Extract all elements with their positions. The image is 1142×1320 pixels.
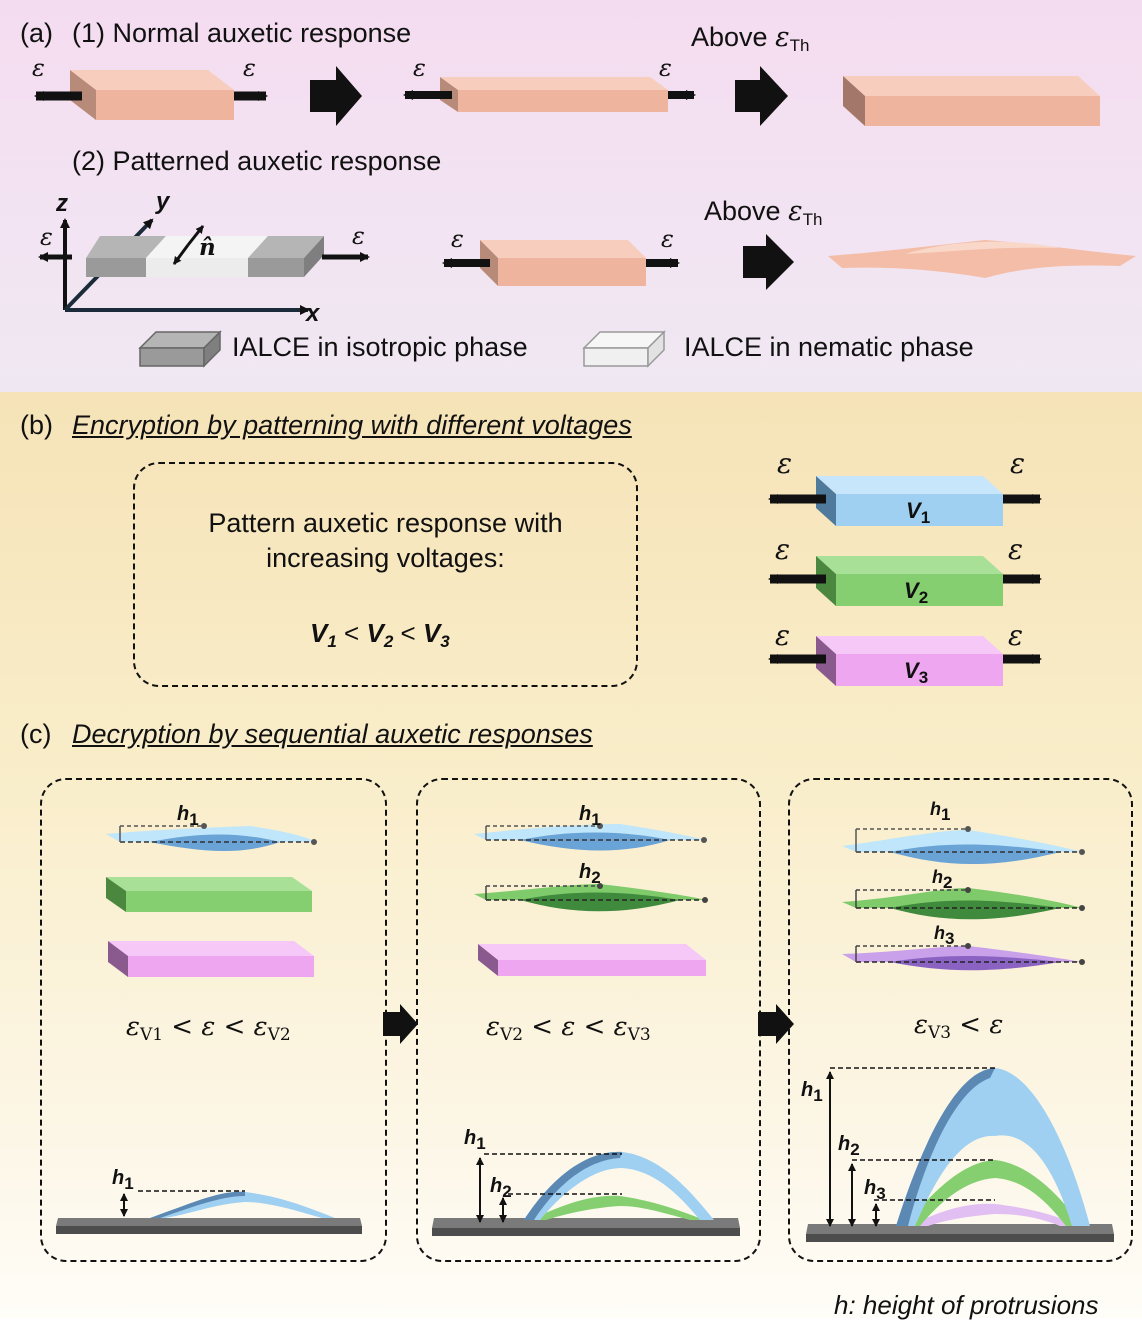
director-arrow-down [172, 244, 190, 265]
encryption-line-2: increasing voltages: [266, 543, 505, 573]
panel-c-title: Decryption by sequential auxetic respons… [72, 719, 593, 749]
footnote: h: height of protrusions [834, 1290, 1099, 1320]
above-threshold-1: Above εTh [691, 22, 810, 55]
stage1-protrusion [120, 1190, 335, 1218]
stage3-strip-green [842, 887, 1085, 920]
voltage-label-1: V1 [906, 498, 931, 527]
director-arrow-up [186, 225, 205, 246]
stage3-substrate [806, 1224, 1114, 1242]
stage3-inequality: εV3 < ε [914, 1010, 1004, 1043]
encryption-box [133, 462, 638, 687]
row2-title: (2) Patterned auxetic response [72, 146, 442, 176]
panel-a [0, 0, 1142, 392]
h2-label: h2 [579, 861, 601, 887]
h2-label: h2 [490, 1175, 512, 1201]
legend-nematic-label: IALCE in nematic phase [684, 332, 974, 362]
h1-label: h1 [579, 803, 601, 829]
stage1-slab-pink [108, 941, 314, 977]
voltage-label-2: V2 [904, 578, 929, 607]
slab-normal-1 [70, 70, 234, 120]
y-axis-label: y [156, 188, 170, 215]
h1-label: h1 [930, 799, 951, 824]
strain-label: ε [1010, 447, 1026, 480]
legend-isotropic-cube [138, 330, 222, 368]
z-axis-label: z [56, 190, 68, 217]
process-arrow-2 [735, 66, 788, 126]
slab-normal-3 [843, 76, 1100, 126]
voltage-inequality: V1 < V2 < V3 [310, 618, 450, 651]
stage-box-2 [416, 778, 761, 1262]
slab-patterned-wavy [828, 240, 1136, 278]
encryption-line-1: Pattern auxetic response with [208, 508, 563, 538]
slab-patterned-2 [480, 240, 646, 286]
stage2-inequality: εV2 < ε < εV3 [486, 1012, 651, 1045]
x-axis-label: x [306, 300, 320, 327]
strain-label: ε [1008, 533, 1024, 566]
stage2-slab-pink [478, 944, 706, 976]
strain-label: ε [659, 54, 672, 82]
stage1-inequality: εV1 < ε < εV2 [126, 1012, 291, 1045]
stage2-strip-green [474, 883, 708, 912]
h2-label: h2 [838, 1133, 860, 1159]
strain-label: ε [1008, 619, 1024, 652]
stage-arrow-2 [758, 1004, 794, 1044]
panel-b-label: (b) [20, 410, 53, 440]
stage-arrow-1 [383, 1004, 418, 1044]
stage2-protrusions [476, 1151, 714, 1223]
panel-b-title: Encryption by patterning with different … [72, 410, 632, 440]
stage3-protrusions [826, 1067, 1090, 1227]
encryption-box-text: Pattern auxetic response with increasing… [133, 506, 638, 576]
strain-label: ε [243, 54, 256, 82]
panel-c-label: (c) [20, 719, 52, 749]
director-label: n̂ [199, 234, 216, 261]
strain-label: ε [661, 225, 674, 253]
patterned-slab [86, 236, 324, 277]
strain-label: ε [413, 54, 426, 82]
legend-isotropic-label: IALCE in isotropic phase [232, 332, 528, 362]
stage-box-1 [40, 778, 387, 1262]
strain-label: ε [775, 533, 791, 566]
h1-label: h1 [801, 1079, 823, 1105]
stage1-substrate [56, 1218, 362, 1234]
strain-label: ε [451, 225, 464, 253]
stage1-strip-blue [106, 823, 317, 852]
h1-label: h1 [464, 1127, 486, 1153]
strain-label: ε [775, 619, 791, 652]
h2-label: h2 [932, 867, 953, 892]
voltage-slab-1 [816, 476, 1003, 526]
stage-box-3 [788, 778, 1133, 1262]
h1-label: h1 [112, 1167, 134, 1193]
strain-label: ε [777, 447, 793, 480]
process-arrow-1 [310, 66, 362, 126]
h3-label: h3 [934, 923, 955, 948]
stage3-strip-blue [842, 826, 1085, 865]
stage3-strip-purple [842, 943, 1085, 971]
h1-label: h1 [177, 803, 199, 829]
panel-a-label: (a) [20, 18, 53, 48]
voltage-label-3: V3 [904, 658, 929, 687]
stage1-slab-green [106, 877, 312, 912]
row1-title: (1) Normal auxetic response [72, 18, 412, 48]
process-arrow-3 [743, 234, 794, 290]
strain-label: ε [32, 54, 45, 82]
above-threshold-2: Above εTh [704, 196, 823, 229]
h3-label: h3 [864, 1177, 886, 1203]
strain-label: ε [40, 223, 53, 251]
legend-nematic-cube [582, 330, 666, 368]
stage2-strip-blue [474, 823, 707, 851]
stage2-substrate [432, 1218, 740, 1236]
slab-normal-2 [440, 77, 668, 112]
strain-label: ε [352, 222, 365, 250]
